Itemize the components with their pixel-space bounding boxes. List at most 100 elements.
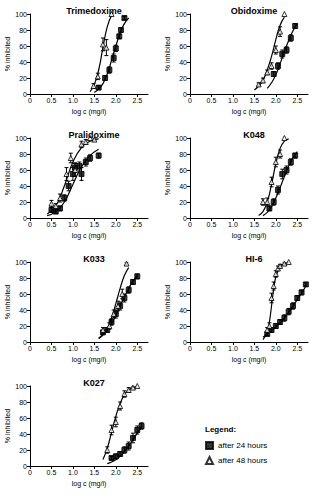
svg-text:0: 0 (28, 469, 32, 476)
svg-text:2.5: 2.5 (292, 97, 302, 104)
svg-text:20: 20 (19, 323, 27, 330)
svg-text:80: 80 (179, 151, 187, 158)
svg-text:0: 0 (28, 97, 32, 104)
svg-text:% inhibited: % inhibited (4, 409, 11, 443)
svg-text:60: 60 (19, 415, 27, 422)
svg-text:40: 40 (179, 183, 187, 190)
svg-text:100: 100 (15, 11, 27, 18)
svg-text:2.5: 2.5 (132, 469, 142, 476)
svg-text:2.5: 2.5 (292, 345, 302, 352)
svg-text:80: 80 (19, 151, 27, 158)
svg-text:60: 60 (179, 43, 187, 50)
svg-text:40: 40 (179, 307, 187, 314)
svg-text:20: 20 (179, 199, 187, 206)
svg-text:20: 20 (179, 75, 187, 82)
svg-text:% inhibited: % inhibited (4, 285, 11, 319)
svg-text:1.0: 1.0 (228, 221, 238, 228)
svg-text:100: 100 (175, 135, 187, 142)
svg-text:% inhibited: % inhibited (164, 161, 171, 195)
svg-text:60: 60 (179, 167, 187, 174)
svg-text:1.5: 1.5 (89, 97, 99, 104)
svg-text:0: 0 (183, 215, 187, 222)
svg-text:1.5: 1.5 (89, 221, 99, 228)
svg-text:1.5: 1.5 (89, 345, 99, 352)
svg-text:log c (mg/l): log c (mg/l) (232, 108, 267, 116)
svg-text:100: 100 (15, 135, 27, 142)
svg-text:1.5: 1.5 (249, 221, 259, 228)
svg-text:2.0: 2.0 (271, 221, 281, 228)
svg-text:1.5: 1.5 (249, 97, 259, 104)
svg-text:1.0: 1.0 (68, 221, 78, 228)
svg-text:1.0: 1.0 (68, 97, 78, 104)
svg-text:0: 0 (28, 221, 32, 228)
svg-text:0: 0 (183, 339, 187, 346)
svg-text:0.5: 0.5 (47, 469, 57, 476)
svg-text:0: 0 (188, 221, 192, 228)
svg-text:20: 20 (19, 75, 27, 82)
svg-text:0: 0 (23, 215, 27, 222)
svg-text:80: 80 (19, 399, 27, 406)
svg-text:1.0: 1.0 (68, 345, 78, 352)
svg-text:0.5: 0.5 (207, 97, 217, 104)
svg-text:Pralidoxime: Pralidoxime (68, 130, 119, 140)
svg-text:80: 80 (19, 275, 27, 282)
svg-text:0.5: 0.5 (207, 221, 217, 228)
svg-text:0: 0 (183, 91, 187, 98)
svg-text:% inhibited: % inhibited (4, 161, 11, 195)
svg-text:1.5: 1.5 (89, 469, 99, 476)
svg-text:log c (mg/l): log c (mg/l) (72, 480, 107, 488)
svg-text:20: 20 (179, 323, 187, 330)
svg-text:80: 80 (179, 27, 187, 34)
svg-text:K027: K027 (83, 378, 105, 388)
svg-text:after 24 hours: after 24 hours (218, 441, 267, 450)
svg-text:40: 40 (179, 59, 187, 66)
svg-text:100: 100 (175, 259, 187, 266)
svg-text:100: 100 (15, 259, 27, 266)
svg-text:0: 0 (23, 463, 27, 470)
svg-text:1.0: 1.0 (68, 469, 78, 476)
svg-text:0.5: 0.5 (47, 97, 57, 104)
svg-text:Legend:: Legend: (205, 425, 236, 434)
svg-text:80: 80 (179, 275, 187, 282)
svg-text:0: 0 (188, 97, 192, 104)
svg-text:Trimedoxime: Trimedoxime (66, 6, 122, 16)
svg-text:% inhibited: % inhibited (164, 285, 171, 319)
svg-text:log c (mg/l): log c (mg/l) (232, 356, 267, 364)
svg-text:0.5: 0.5 (207, 345, 217, 352)
svg-text:40: 40 (19, 183, 27, 190)
svg-text:20: 20 (19, 199, 27, 206)
svg-text:log c (mg/l): log c (mg/l) (72, 108, 107, 116)
svg-text:0.5: 0.5 (47, 345, 57, 352)
svg-text:Obidoxime: Obidoxime (231, 6, 278, 16)
svg-text:2.5: 2.5 (132, 345, 142, 352)
svg-text:100: 100 (15, 383, 27, 390)
svg-text:20: 20 (19, 447, 27, 454)
svg-text:log c (mg/l): log c (mg/l) (72, 232, 107, 240)
svg-text:1.0: 1.0 (228, 97, 238, 104)
svg-text:40: 40 (19, 59, 27, 66)
svg-text:2.0: 2.0 (111, 469, 121, 476)
svg-text:40: 40 (19, 307, 27, 314)
svg-text:2.5: 2.5 (292, 221, 302, 228)
svg-text:2.0: 2.0 (111, 345, 121, 352)
svg-text:2.0: 2.0 (271, 345, 281, 352)
svg-text:0: 0 (28, 345, 32, 352)
svg-text:0: 0 (23, 339, 27, 346)
svg-text:K048: K048 (243, 130, 265, 140)
svg-text:2.0: 2.0 (111, 221, 121, 228)
svg-text:2.0: 2.0 (111, 97, 121, 104)
svg-text:2.5: 2.5 (132, 221, 142, 228)
svg-text:2.5: 2.5 (132, 97, 142, 104)
svg-text:1.0: 1.0 (228, 345, 238, 352)
svg-text:100: 100 (175, 11, 187, 18)
svg-text:K033: K033 (83, 254, 105, 264)
svg-text:60: 60 (179, 291, 187, 298)
svg-text:60: 60 (19, 167, 27, 174)
svg-text:60: 60 (19, 291, 27, 298)
svg-text:40: 40 (19, 431, 27, 438)
svg-text:log c (mg/l): log c (mg/l) (72, 356, 107, 364)
svg-text:80: 80 (19, 27, 27, 34)
svg-text:2.0: 2.0 (271, 97, 281, 104)
svg-text:after 48 hours: after 48 hours (218, 456, 267, 465)
svg-text:60: 60 (19, 43, 27, 50)
